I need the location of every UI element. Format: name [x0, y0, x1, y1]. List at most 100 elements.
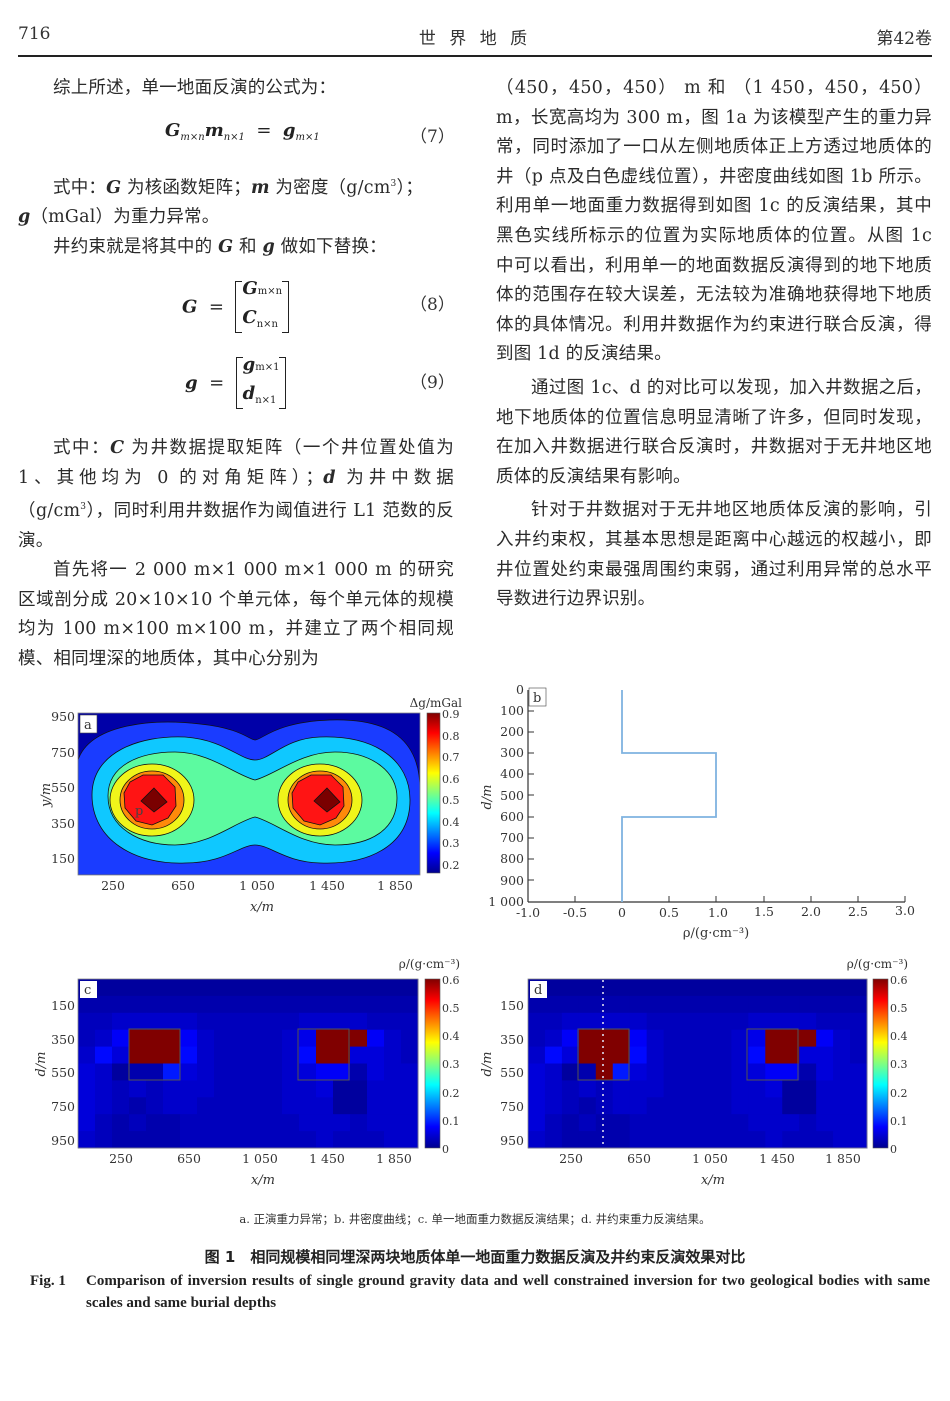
svg-text:350: 350 — [51, 1032, 75, 1047]
paragraph: 通过图 1c、d 的对比可以发现，加入井数据之后，地下地质体的位置信息明显清晰了… — [496, 377, 932, 487]
equation-number-8: （8） — [410, 295, 455, 315]
paragraph: 综上所述，单一地面反演的公式为： — [53, 78, 337, 98]
svg-text:0.1: 0.1 — [442, 1115, 460, 1128]
colorbar — [426, 712, 441, 874]
panel-label-a: a — [84, 718, 92, 733]
svg-text:0.6: 0.6 — [890, 974, 908, 987]
svg-text:0.4: 0.4 — [890, 1030, 908, 1043]
svg-text:3.0: 3.0 — [895, 903, 915, 918]
svg-text:0: 0 — [890, 1143, 897, 1156]
svg-text:650: 650 — [627, 1151, 651, 1166]
svg-text:750: 750 — [51, 745, 75, 760]
y-axis-label: d/m — [480, 784, 495, 809]
volume-label: 第42卷 — [876, 29, 932, 49]
svg-text:1 050: 1 050 — [239, 878, 275, 893]
true-body-outline — [297, 1028, 350, 1081]
equation-number-7: （7） — [410, 127, 455, 147]
svg-text:250: 250 — [559, 1151, 583, 1166]
svg-text:250: 250 — [109, 1151, 133, 1166]
svg-text:0.6: 0.6 — [442, 974, 460, 987]
x-axis-ticks: -1.0 -0.5 0 0.5 1.0 1.5 2.0 2.5 3.0 — [516, 903, 915, 920]
svg-text:1.0: 1.0 — [708, 905, 728, 920]
svg-text:950: 950 — [51, 1133, 75, 1148]
x-axis-ticks: 250 650 1 050 1 450 1 850 — [559, 1151, 861, 1166]
svg-text:750: 750 — [51, 1099, 75, 1114]
panel-d: d 150 350 550 750 950 250 650 1 050 1 45… — [480, 957, 908, 1188]
left-column-mid: 式中：G 为核函数矩阵；m 为密度（g/cm3）； g（mGal）为重力异常。 井… — [18, 170, 454, 263]
x-axis-ticks: 250 650 1 050 1 450 1 850 — [109, 1151, 412, 1166]
svg-text:-1.0: -1.0 — [516, 905, 540, 920]
svg-text:0.5: 0.5 — [442, 1002, 460, 1015]
density-curve — [621, 690, 717, 902]
true-body-outline — [746, 1028, 799, 1081]
panel-c: c 150 350 550 750 950 250 650 1 050 1 45… — [34, 957, 460, 1188]
svg-text:200: 200 — [500, 724, 524, 739]
x-axis-ticks: 250 650 1 050 1 450 1 850 — [101, 878, 413, 893]
paragraph: 井约束就是将其中的 G 和 g 做如下替换： — [53, 237, 387, 258]
svg-text:150: 150 — [51, 851, 75, 866]
svg-text:0.4: 0.4 — [442, 816, 460, 829]
svg-text:1 050: 1 050 — [692, 1151, 728, 1166]
true-body-outline — [128, 1028, 181, 1081]
svg-text:1 000: 1 000 — [488, 894, 524, 909]
y-axis-ticks: 150 350 550 750 950 — [51, 998, 75, 1148]
svg-text:550: 550 — [51, 780, 75, 795]
svg-text:1 450: 1 450 — [759, 1151, 795, 1166]
svg-text:650: 650 — [177, 1151, 201, 1166]
svg-text:0.5: 0.5 — [890, 1002, 908, 1015]
left-column-bottom: 式中：C 为井数据提取矩阵（一个井位置处值为1、其他均为 0 的对角矩阵）；d … — [18, 434, 454, 675]
header-rule — [18, 55, 932, 57]
svg-text:100: 100 — [500, 703, 524, 718]
figure-subcaption: a. 正演重力异常；b. 井密度曲线；c. 单一地面重力数据反演结果；d. 井约… — [239, 1212, 711, 1226]
svg-text:-0.5: -0.5 — [563, 905, 587, 920]
y-axis-label: d/m — [34, 1051, 49, 1076]
svg-text:300: 300 — [500, 745, 524, 760]
svg-text:500: 500 — [500, 788, 524, 803]
svg-text:0.1: 0.1 — [890, 1115, 908, 1128]
paragraph: 式中：G 为核函数矩阵；m 为密度（g/cm3）； g（mGal）为重力异常。 — [18, 177, 424, 228]
figure-1: p a 950 750 550 350 150 250 650 1 050 1 … — [34, 682, 915, 1188]
svg-text:0.7: 0.7 — [442, 751, 460, 764]
svg-text:550: 550 — [500, 1065, 524, 1080]
svg-text:1 850: 1 850 — [377, 878, 413, 893]
paragraph: 首先将一 2 000 m×1 000 m×1 000 m 的研究区域剖分成 20… — [18, 560, 454, 669]
page-number: 716 — [18, 24, 51, 44]
svg-text:0.2: 0.2 — [442, 1087, 460, 1100]
svg-text:0.3: 0.3 — [442, 837, 460, 850]
figure-caption-cn: 图 1 相同规模相同埋深两块地质体单一地面重力数据反演及井约束反演效果对比 — [204, 1248, 746, 1266]
paragraph: 针对于井数据对于无井地区地质体反演的影响，引入井约束权，其基本思想是距离中心越远… — [496, 500, 932, 610]
colorbar-ticks: 0.6 0.5 0.4 0.3 0.2 0.1 0 — [442, 974, 460, 1156]
svg-text:600: 600 — [500, 809, 524, 824]
svg-text:350: 350 — [500, 1032, 524, 1047]
paragraph: 式中：C 为井数据提取矩阵（一个井位置处值为1、其他均为 0 的对角矩阵）；d … — [18, 438, 455, 551]
svg-text:700: 700 — [500, 830, 524, 845]
colorbar-label: ρ/(g·cm⁻³) — [399, 957, 460, 971]
svg-text:0.9: 0.9 — [442, 708, 460, 721]
svg-text:2.5: 2.5 — [848, 904, 868, 919]
svg-text:950: 950 — [500, 1133, 524, 1148]
svg-text:2.0: 2.0 — [801, 904, 821, 919]
svg-text:0: 0 — [442, 1143, 449, 1156]
left-column-top: 综上所述，单一地面反演的公式为： — [18, 74, 454, 104]
panel-label-c: c — [84, 983, 91, 998]
x-axis-label: ρ/(g·cm⁻³) — [683, 926, 749, 941]
colorbar — [424, 978, 441, 1149]
colorbar-ticks: 0.6 0.5 0.4 0.3 0.2 0.1 0 — [890, 974, 908, 1156]
heatmap-grid — [528, 979, 868, 1149]
svg-text:250: 250 — [101, 878, 125, 893]
svg-text:750: 750 — [500, 1099, 524, 1114]
colorbar-label: Δg/mGal — [410, 696, 463, 710]
svg-text:950: 950 — [51, 709, 75, 724]
equation-7: Gm×nmn×1 = gm×1 — [165, 120, 320, 143]
figure-label: Fig. 1 — [30, 1273, 66, 1289]
svg-text:0.6: 0.6 — [442, 773, 460, 786]
paragraph: （450，450，450） m 和 （1 450，450，450） m，长宽高均… — [496, 78, 932, 365]
svg-text:400: 400 — [500, 766, 524, 781]
svg-text:350: 350 — [51, 816, 75, 831]
svg-text:900: 900 — [500, 873, 524, 888]
panel-label-b: b — [533, 691, 541, 706]
panel-a: p a 950 750 550 350 150 250 650 1 050 1 … — [39, 696, 462, 915]
equation-8: G = Gm×n Cn×n — [182, 276, 290, 338]
panel-b: b 0 100 200 300 400 500 600 700 800 900 … — [480, 682, 915, 941]
y-axis-label: d/m — [480, 1051, 495, 1076]
